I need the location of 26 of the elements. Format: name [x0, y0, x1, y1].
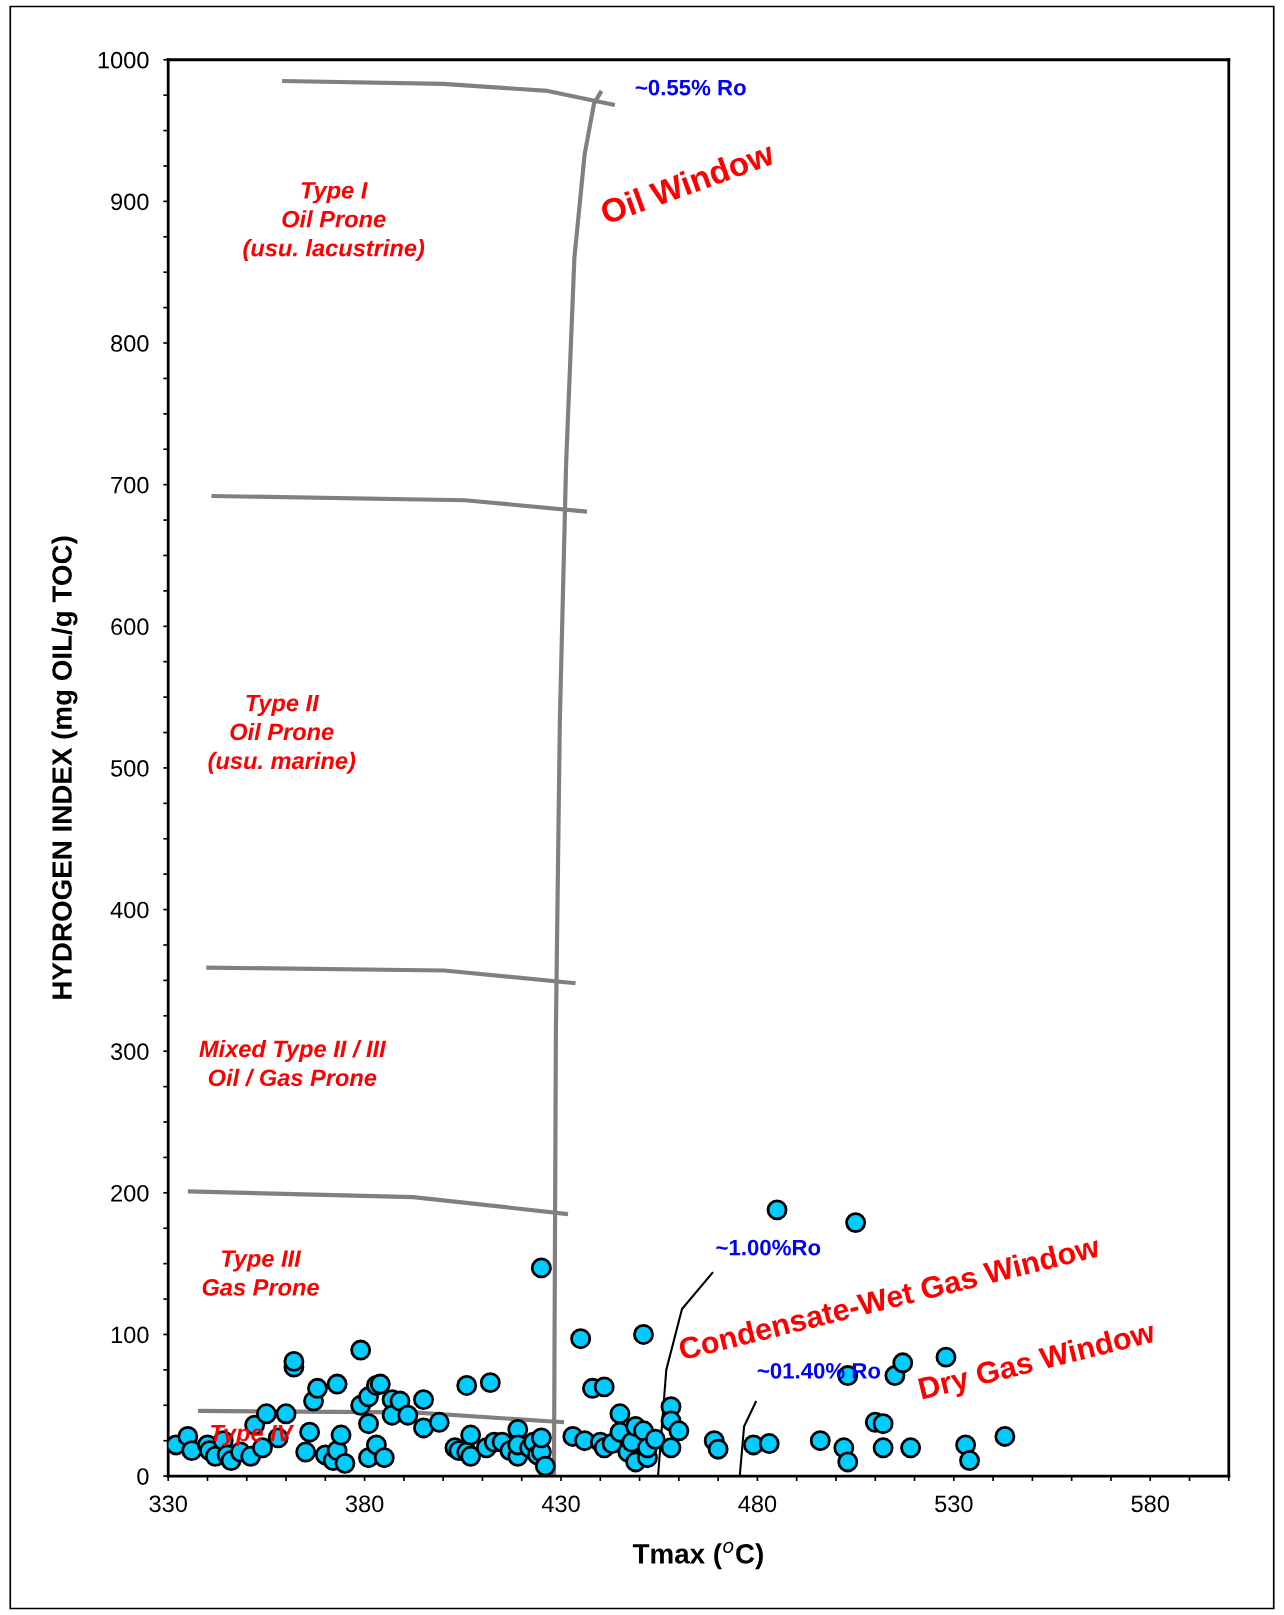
y-axis-title: HYDROGEN INDEX (mg OIL/g TOC) [51, 536, 78, 999]
annotation: ~0.55% Ro [635, 79, 746, 96]
annotation: Mixed Type II / III Oil / Gas Prone [199, 1039, 387, 1087]
y-tick-label: 100 [111, 1326, 149, 1344]
x-tick-label: 430 [541, 1495, 580, 1513]
y-tick-label: 500 [111, 760, 149, 777]
y-tick-label: 0 [137, 1468, 149, 1485]
annotation: Type I Oil Prone (usu. lacustrine) [243, 182, 425, 262]
annotation: Type III Gas Prone [202, 1250, 319, 1296]
y-tick-label: 800 [111, 335, 149, 352]
y-tick-label: 1000 [98, 51, 149, 69]
annotation: Dry Gas Window [917, 1319, 1158, 1406]
y-tick-label: 200 [111, 1184, 149, 1202]
x-tick-label: 330 [149, 1495, 187, 1513]
y-tick-label: 900 [111, 193, 149, 211]
x-tick-label: 580 [1131, 1495, 1169, 1513]
x-tick-label: 380 [345, 1495, 384, 1513]
y-tick-label: 400 [110, 901, 149, 919]
y-tick-label: 700 [111, 476, 149, 494]
annotation: Type II Oil Prone (usu. marine) [208, 694, 356, 774]
x-axis-title: Tmax ($^{o}$C) [632, 1541, 763, 1570]
x-tick-label: 530 [935, 1495, 973, 1513]
y-tick-label: 600 [111, 618, 149, 636]
y-tick-label: 300 [110, 1043, 149, 1060]
x-tick-label: 480 [738, 1495, 777, 1513]
annotation: ~1.00%Ro [716, 1239, 821, 1256]
